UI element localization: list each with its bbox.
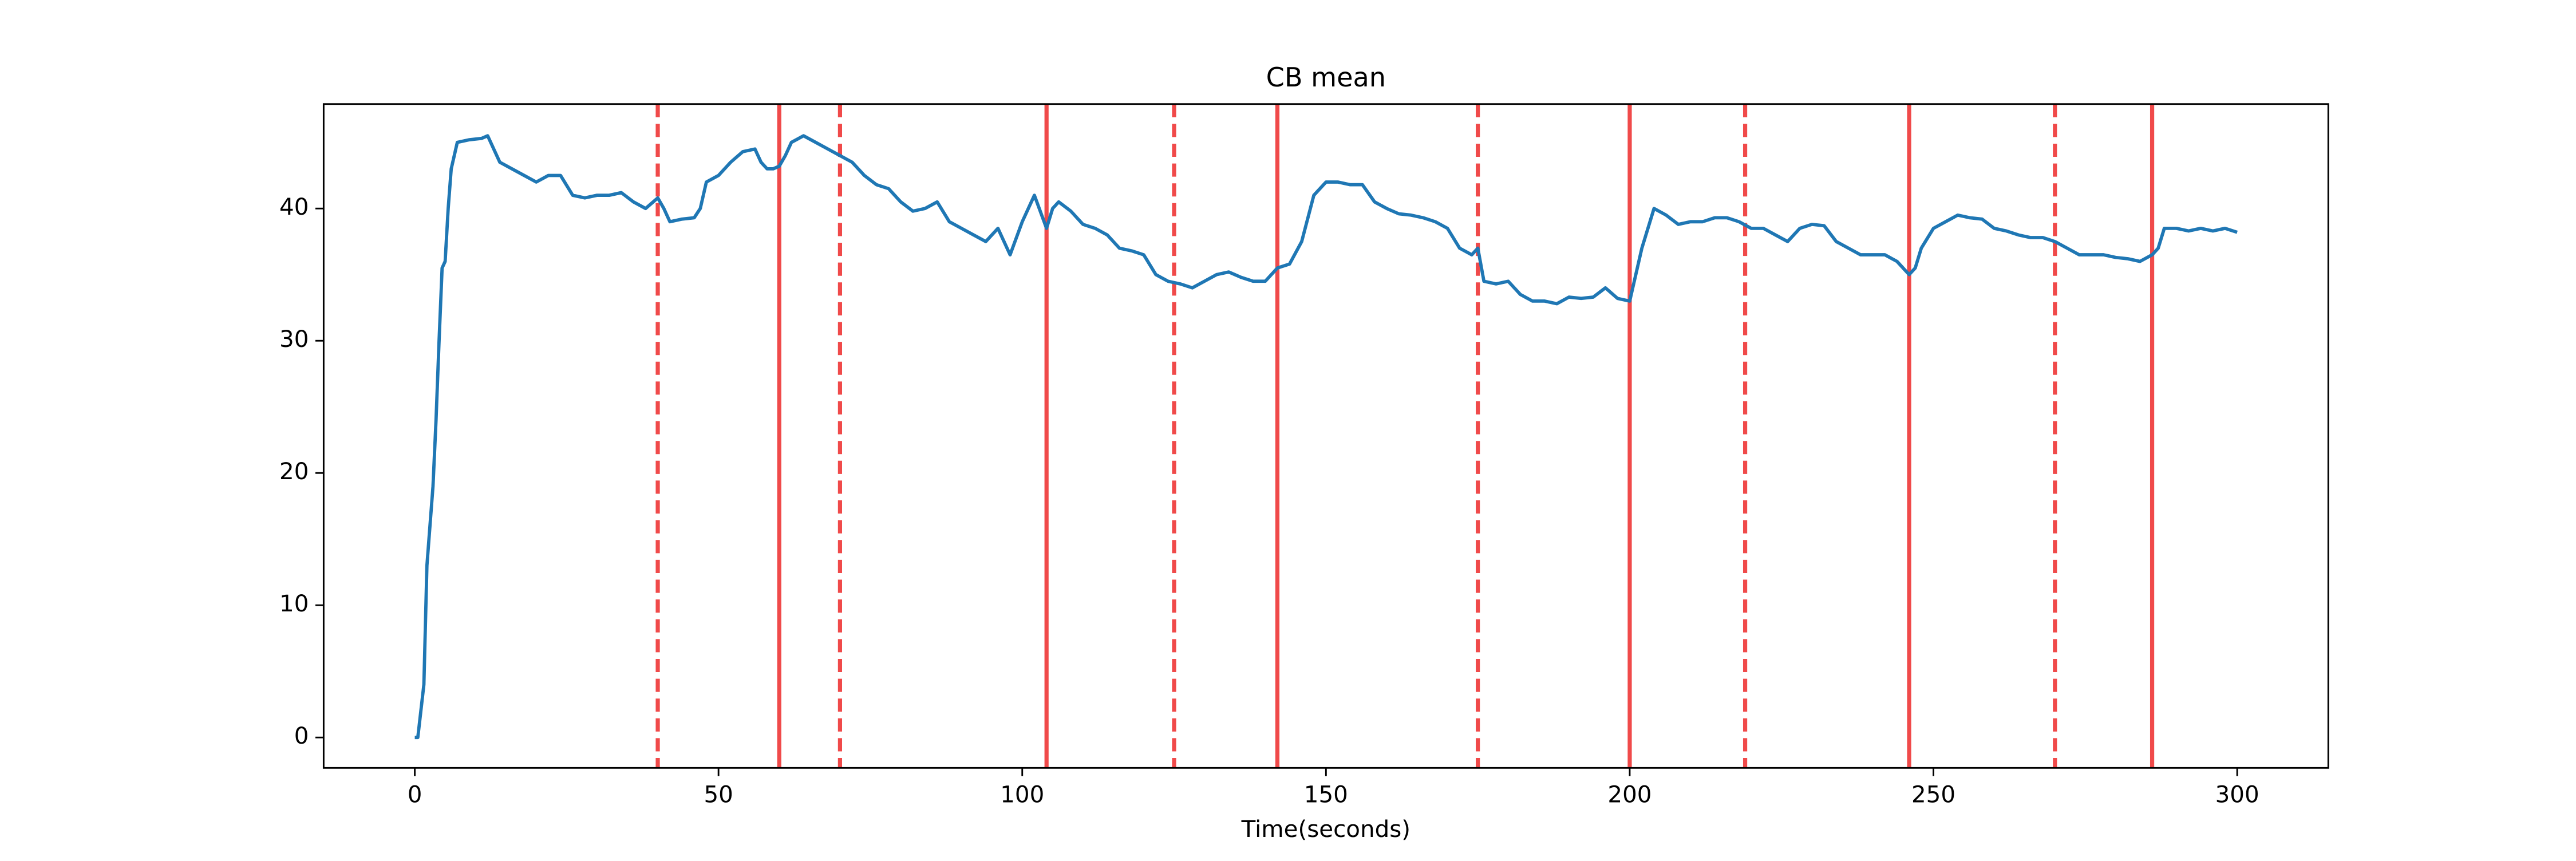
y-tick-label: 40 [279, 193, 309, 220]
x-tick-label: 0 [408, 781, 422, 808]
x-axis-label: Time(seconds) [1241, 816, 1411, 843]
data-line [414, 134, 2238, 740]
x-tick-label: 250 [1911, 781, 1955, 808]
x-tick-label: 300 [2215, 781, 2259, 808]
y-tick-label: 0 [294, 722, 309, 749]
y-tick-label: 20 [279, 458, 309, 485]
x-tick-label: 100 [1000, 781, 1044, 808]
x-tick-label: 150 [1304, 781, 1348, 808]
plot-frame [322, 103, 2329, 769]
y-tick-label: 30 [279, 326, 309, 353]
x-tick-label: 200 [1607, 781, 1652, 808]
x-tick-label: 50 [704, 781, 733, 808]
chart-title: CB mean [1266, 62, 1386, 93]
y-tick-label: 10 [279, 590, 309, 617]
